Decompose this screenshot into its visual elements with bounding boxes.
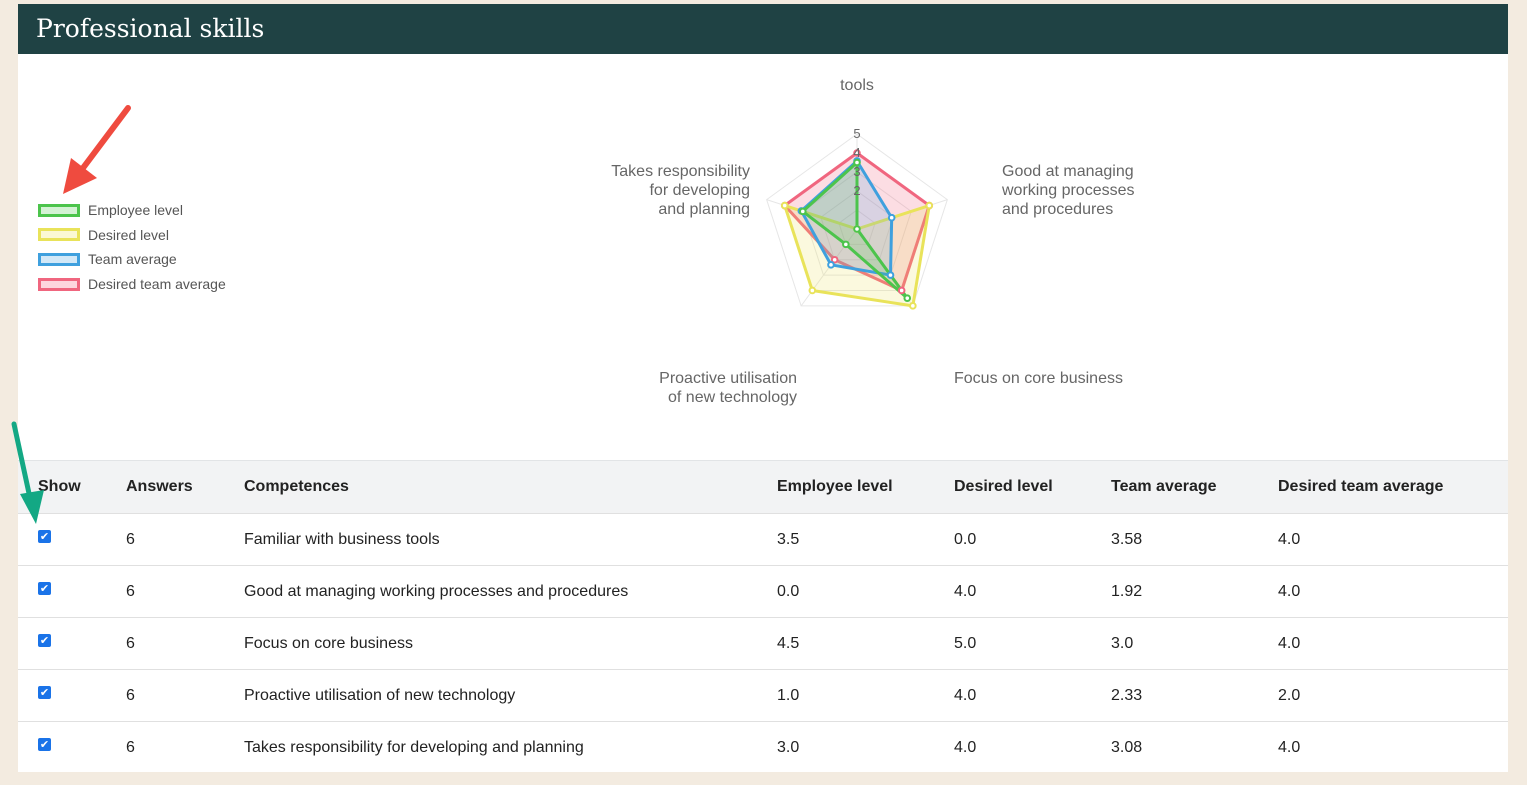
competence-cell: Focus on core business: [244, 634, 413, 652]
radar-axis-label: and planning: [658, 201, 750, 218]
desired-team-average-cell: 4.0: [1278, 582, 1301, 600]
professional-skills-card: Professional skills Employee level Desir…: [18, 4, 1508, 772]
header-competences: Competences: [244, 460, 777, 514]
competence-cell: Good at managing working processes and p…: [244, 582, 629, 600]
radar-axis-label: working processes: [1001, 182, 1135, 199]
card-title: Professional skills: [18, 4, 1508, 54]
table-row: ✔ 6 Proactive utilisation of new technol…: [18, 669, 1508, 722]
employee-level-cell: 3.0: [777, 738, 800, 756]
header-desired-team-average: Desired team average: [1278, 460, 1508, 514]
radar-tick-label: 3: [853, 164, 860, 179]
show-checkbox[interactable]: ✔: [38, 738, 51, 752]
radar-data-point: [808, 286, 817, 295]
employee-level-cell: 4.5: [777, 634, 800, 652]
radar-axis-label: of new technology: [668, 389, 797, 406]
table-row: ✔ 6 Takes responsibility for developing …: [18, 721, 1508, 774]
legend-label: Team average: [88, 251, 177, 268]
legend-item-employee[interactable]: Employee level: [38, 198, 226, 223]
team-average-cell: 1.92: [1111, 582, 1143, 600]
show-checkbox[interactable]: ✔: [38, 633, 51, 647]
legend-swatch: [38, 277, 80, 291]
competence-cell: Familiar with business tools: [244, 530, 440, 548]
radar-tick-label: 2: [853, 183, 860, 198]
radar-data-point: [909, 302, 917, 310]
table-row: ✔ 6 Focus on core business 4.5 5.0 3.0 4…: [18, 617, 1508, 670]
answers-cell: 6: [126, 738, 135, 756]
red-annotation-arrow: [63, 105, 131, 194]
radar-data-point: [853, 149, 861, 157]
desired-team-average-cell: 2.0: [1278, 686, 1301, 704]
radar-data-point: [903, 294, 912, 302]
legend-label: Desired level: [88, 226, 169, 243]
answers-cell: 6: [126, 582, 135, 600]
radar-chart: 2 3 4 5 Familiar with business tools Good at m…: [611, 74, 1135, 406]
skills-table: Show Answers Competences Employee level …: [18, 460, 1508, 774]
answers-cell: 6: [126, 634, 135, 652]
radar-data-point: [853, 225, 861, 233]
header-employee-level: Employee level: [777, 460, 954, 514]
desired-level-cell: 4.0: [954, 582, 977, 600]
legend-swatch: [38, 252, 80, 266]
green-annotation-arrow: [11, 421, 44, 524]
legend-swatch: [38, 203, 80, 217]
desired-team-average-cell: 4.0: [1278, 738, 1301, 756]
desired-level-cell: 4.0: [954, 738, 977, 756]
desired-level-cell: 4.0: [954, 686, 977, 704]
desired-team-average-cell: 4.0: [1278, 634, 1301, 652]
radar-data-point: [842, 240, 850, 249]
header-team-average: Team average: [1111, 460, 1278, 514]
header-desired-level: Desired level: [954, 460, 1111, 514]
answers-cell: 6: [126, 686, 135, 704]
radar-grid-ring: [766, 133, 948, 307]
radar-data-point: [780, 201, 789, 210]
radar-axis-label: and procedures: [1002, 201, 1113, 218]
answers-cell: 6: [126, 530, 135, 548]
radar-data-point: [853, 158, 861, 167]
radar-data-point: [925, 201, 934, 210]
radar-axis-label: tools: [840, 77, 874, 94]
radar-data-point: [886, 271, 895, 279]
legend-swatch: [38, 228, 80, 242]
competence-cell: Takes responsibility for developing and …: [244, 738, 584, 756]
legend-item-desired[interactable]: Desired level: [38, 223, 226, 248]
desired-level-cell: 5.0: [954, 634, 977, 652]
radar-data-point: [830, 255, 839, 264]
desired-team-average-cell: 4.0: [1278, 530, 1301, 548]
table-row: ✔ 6 Familiar with business tools 3.5 0.0…: [18, 513, 1508, 566]
show-checkbox[interactable]: ✔: [38, 581, 51, 595]
team-average-cell: 2.33: [1111, 686, 1143, 704]
legend-item-team-average[interactable]: Team average: [38, 247, 226, 272]
radar-axis-label: Takes responsibility: [611, 163, 750, 180]
employee-level-cell: 1.0: [777, 686, 800, 704]
radar-data-point: [827, 261, 835, 269]
radar-axis-label: for developing: [649, 182, 750, 199]
legend-label: Employee level: [88, 202, 183, 219]
header-answers: Answers: [126, 460, 244, 514]
radar-data-point: [897, 286, 906, 295]
team-average-cell: 3.08: [1111, 738, 1143, 756]
legend-item-desired-team-average[interactable]: Desired team average: [38, 272, 226, 297]
radar-data-point: [887, 213, 896, 222]
radar-axis-label: Proactive utilisation: [659, 370, 797, 387]
employee-level-cell: 3.5: [777, 530, 800, 548]
legend-label: Desired team average: [88, 276, 226, 293]
radar-tick-label: 5: [853, 126, 860, 141]
radar-axis-label: Familiar with business: [778, 74, 935, 75]
radar-axis-label: Focus on core business: [954, 370, 1123, 387]
team-average-cell: 3.58: [1111, 530, 1143, 548]
table-row: ✔ 6 Good at managing working processes a…: [18, 565, 1508, 618]
desired-level-cell: 0.0: [954, 530, 977, 548]
radar-grid-ring: [838, 209, 876, 245]
radar-axis-label: Good at managing: [1002, 163, 1134, 180]
competence-cell: Proactive utilisation of new technology: [244, 686, 516, 704]
show-checkbox[interactable]: ✔: [38, 529, 51, 543]
radar-tick-label: 4: [853, 145, 860, 160]
chart-legend: Employee level Desired level Team averag…: [38, 198, 226, 296]
team-average-cell: 3.0: [1111, 634, 1134, 652]
employee-level-cell: 0.0: [777, 582, 800, 600]
show-checkbox[interactable]: ✔: [38, 685, 51, 699]
radar-data-point: [798, 207, 807, 216]
table-header-row: Show Answers Competences Employee level …: [18, 460, 1508, 514]
